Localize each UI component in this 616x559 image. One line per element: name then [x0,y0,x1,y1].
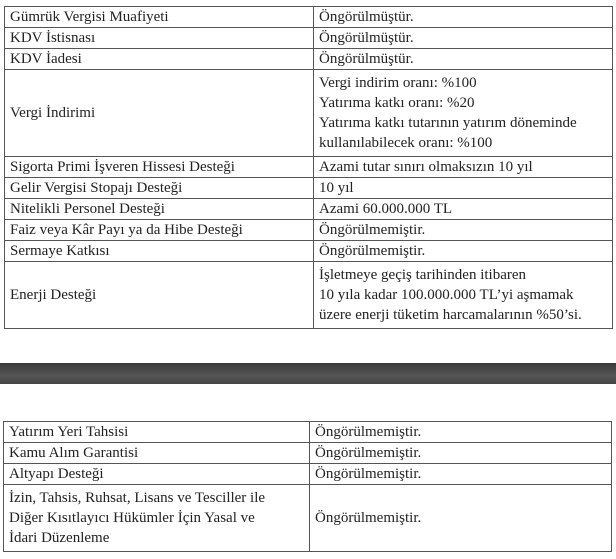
row-label: Yatırım Yeri Tahsisi [3,421,310,443]
table-row: Sermaye Katkısı Öngörülmemiştir. [4,240,613,262]
row-value: Öngörülmemiştir. [309,421,612,443]
table-row: Nitelikli Personel Desteği Azami 60.000.0… [4,198,613,220]
row-label: Sigorta Primi İşveren Hissesi Desteği [4,156,314,178]
label-line: Kamu Alım Garantisi [9,445,139,461]
page-separator-band [0,363,616,384]
row-value: Öngörülmüştür. [313,48,613,70]
label-line: Altyapı Desteği [9,466,104,482]
table-row: Yatırım Yeri Tahsisi Öngörülmemiştir. [3,421,612,443]
label-line: Diğer Kısıtlayıcı Hükümler İçin Yasal ve [9,510,255,526]
table-row: Faiz veya Kâr Payı ya da Hibe Desteği Öng… [4,219,613,241]
label-line: Yatırım Yeri Tahsisi [9,424,129,440]
row-label: Gümrük Vergisi Muafiyeti [4,6,314,28]
row-label: Nitelikli Personel Desteği [4,198,314,220]
table-row: KDV İadesi Öngörülmüştür. [4,48,613,70]
table-row: Gelir Vergisi Stopajı Desteği 10 yıl [4,177,613,199]
table-row: Vergi İndirimi Vergi indirim oranı: %100 Y… [4,69,613,157]
row-label: KDV İadesi [4,48,314,70]
value-line: kullanılabilecek oranı: %100 [319,135,493,151]
table-row: Kamu Alım Garantisi Öngörülmemiştir. [3,442,612,464]
row-value: 10 yıl [313,177,613,199]
table-row: Altyapı Desteği Öngörülmemiştir. [3,463,612,485]
value-line: Azami 60.000.000 TL [319,201,453,217]
label-line: İdari Düzenleme [9,530,110,546]
value-line: Öngörülmemiştir. [319,243,426,259]
row-label: Enerji Desteği [4,261,314,329]
row-value: Öngörülmemiştir. [313,240,613,262]
value-line: Azami tutar sınırı olmaksızın 10 yıl [319,159,533,175]
value-line: Yatırıma katkı oranı: %20 [319,95,475,111]
label-line: İzin, Tahsis, Ruhsat, Lisans ve Tescille… [9,490,266,506]
value-line: 10 yıl [319,180,354,196]
other-supports-table: Yatırım Yeri Tahsisi Öngörülmemiştir. Kamu… [3,421,612,552]
row-value: Öngörülmüştür. [313,6,613,28]
row-label: KDV İstisnası [4,27,314,49]
table-row: KDV İstisnası Öngörülmüştür. [4,27,613,49]
table-row: Gümrük Vergisi Muafiyeti Öngörülmüştür. [4,6,613,28]
row-value: Azami tutar sınırı olmaksızın 10 yıl [313,156,613,178]
row-label: Vergi İndirimi [4,69,314,157]
value-line: Öngörülmüştür. [319,30,414,46]
row-value: Azami 60.000.000 TL [313,198,613,220]
value-line: Öngörülmüştür. [319,51,414,67]
row-label: Sermaye Katkısı [4,240,314,262]
value-line: İşletmeye geçiş tarihinden itibaren [319,267,527,283]
table-row: Enerji Desteği İşletmeye geçiş tarihinden… [4,261,613,329]
incentives-table: Gümrük Vergisi Muafiyeti Öngörülmüştür. KD… [4,6,613,329]
row-label: Faiz veya Kâr Payı ya da Hibe Desteği [4,219,314,241]
value-line: Öngörülmemiştir. [319,222,426,238]
table-row: Sigorta Primi İşveren Hissesi Desteği Aza… [4,156,613,178]
row-label: İzin, Tahsis, Ruhsat, Lisans ve Tescille… [3,484,310,552]
row-value: Öngörülmemiştir. [309,484,612,552]
table-row: İzin, Tahsis, Ruhsat, Lisans ve Tescille… [3,484,612,552]
row-value: Öngörülmemiştir. [309,463,612,485]
value-line: 10 yıla kadar 100.000.000 TL’yi aşmamak [319,287,574,303]
row-value: Öngörülmemiştir. [313,219,613,241]
value-line: Yatırıma katkı tutarının yatırım dönemin… [319,115,577,131]
row-label: Gelir Vergisi Stopajı Desteği [4,177,314,199]
row-value: İşletmeye geçiş tarihinden itibaren 10 yı… [313,261,613,329]
row-label: Kamu Alım Garantisi [3,442,310,464]
row-label: Altyapı Desteği [3,463,310,485]
value-line: Öngörülmüştür. [319,9,414,25]
row-value: Öngörülmemiştir. [309,442,612,464]
row-value: Öngörülmüştür. [313,27,613,49]
value-line: üzere enerji tüketim harcamalarının %50’… [319,307,582,323]
row-value: Vergi indirim oranı: %100 Yatırıma katkı … [313,69,613,157]
value-line: Vergi indirim oranı: %100 [319,75,477,91]
